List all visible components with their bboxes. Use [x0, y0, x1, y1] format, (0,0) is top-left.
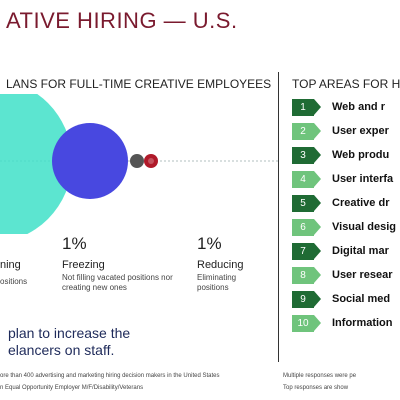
footnote-top-responses: Top responses are show [283, 385, 349, 391]
left-section-subtitle: LANS FOR FULL-TIME CREATIVE EMPLOYEES [6, 77, 272, 91]
list-item: 1 Web and r [292, 95, 396, 119]
rank-label: Creative dr [332, 197, 390, 209]
bubble-reducing-highlight [148, 158, 154, 164]
rank-badge: 8 [292, 266, 321, 284]
stat-reducing: 1% Reducing Eliminating positions [197, 234, 252, 293]
page-title-text: ATIVE HIRING — U.S. [6, 8, 238, 33]
stat-freezing-desc: Not filling vacated positions nor creati… [62, 273, 173, 292]
stat-reducing-label: Reducing [197, 259, 244, 271]
section-divider [278, 72, 279, 362]
stat-hiring: ning ositions [0, 234, 27, 287]
page-title: ATIVE HIRING — U.S. [0, 8, 238, 34]
rank-label: Social med [332, 293, 391, 305]
rank-label: Web produ [332, 149, 390, 161]
rank-badge: 10 [292, 314, 321, 332]
callout-line-1: plan to increase the [8, 325, 131, 341]
rank-label: Information [332, 317, 393, 329]
stat-freezing-label: Freezing [62, 259, 105, 271]
rank-number: 7 [300, 245, 306, 257]
rank-label: User interfa [332, 173, 394, 185]
list-item: 4 User interfa [292, 167, 396, 191]
footnote-eoe: n Equal Opportunity Employer M/F/Disabil… [0, 385, 144, 391]
rank-number: 2 [300, 125, 306, 137]
rank-badge: 3 [292, 146, 321, 164]
rank-number: 10 [297, 317, 309, 329]
list-item: 2 User exper [292, 119, 396, 143]
rank-label: Digital mar [332, 245, 389, 257]
bubble-freezing [52, 123, 128, 199]
rank-badge: 7 [292, 242, 321, 260]
list-item: 6 Visual desig [292, 215, 396, 239]
rank-label: Visual desig [332, 221, 396, 233]
rank-number: 1 [300, 101, 306, 113]
rank-badge: 2 [292, 122, 321, 140]
stat-reducing-percent: 1% [197, 234, 222, 253]
bubble-maintaining [130, 154, 144, 168]
rank-number: 6 [300, 221, 306, 233]
stat-hiring-desc: ositions [0, 277, 28, 286]
rank-number: 8 [300, 269, 306, 281]
rank-badge: 6 [292, 218, 321, 236]
rank-number: 4 [300, 173, 306, 185]
callout-line-2: elancers on staff. [8, 342, 115, 358]
bubble-increasing [0, 94, 72, 234]
bubble-reducing [144, 154, 158, 168]
list-item: 8 User resear [292, 263, 396, 287]
right-section-subtitle: TOP AREAS FOR H [292, 77, 400, 91]
hiring-plans-bubbles [0, 94, 278, 234]
rank-badge: 1 [292, 98, 321, 116]
rank-label: User resear [332, 269, 393, 281]
rank-number: 9 [300, 293, 306, 305]
freelancers-callout: plan to increase the elancers on staff. [8, 325, 130, 359]
rank-badge: 5 [292, 194, 321, 212]
stat-freezing: 1% Freezing Not filling vacated position… [62, 234, 197, 293]
stat-hiring-label: ning [0, 259, 21, 271]
list-item: 9 Social med [292, 287, 396, 311]
footnote-survey: ore than 400 advertising and marketing h… [0, 373, 220, 379]
list-item: 3 Web produ [292, 143, 396, 167]
list-item: 5 Creative dr [292, 191, 396, 215]
top-areas-list: 1 Web and r 2 User exper 3 Web produ 4 U… [292, 95, 396, 335]
list-item: 7 Digital mar [292, 239, 396, 263]
footnote-multiple-responses: Multiple responses were pe [283, 373, 357, 379]
rank-label: Web and r [332, 101, 385, 113]
stat-reducing-desc: Eliminating positions [197, 273, 237, 292]
rank-badge: 4 [292, 170, 321, 188]
rank-badge: 9 [292, 290, 321, 308]
stat-freezing-percent: 1% [62, 234, 87, 253]
rank-number: 5 [300, 197, 306, 209]
list-item: 10 Information [292, 311, 396, 335]
rank-number: 3 [300, 149, 306, 161]
rank-label: User exper [332, 125, 389, 137]
